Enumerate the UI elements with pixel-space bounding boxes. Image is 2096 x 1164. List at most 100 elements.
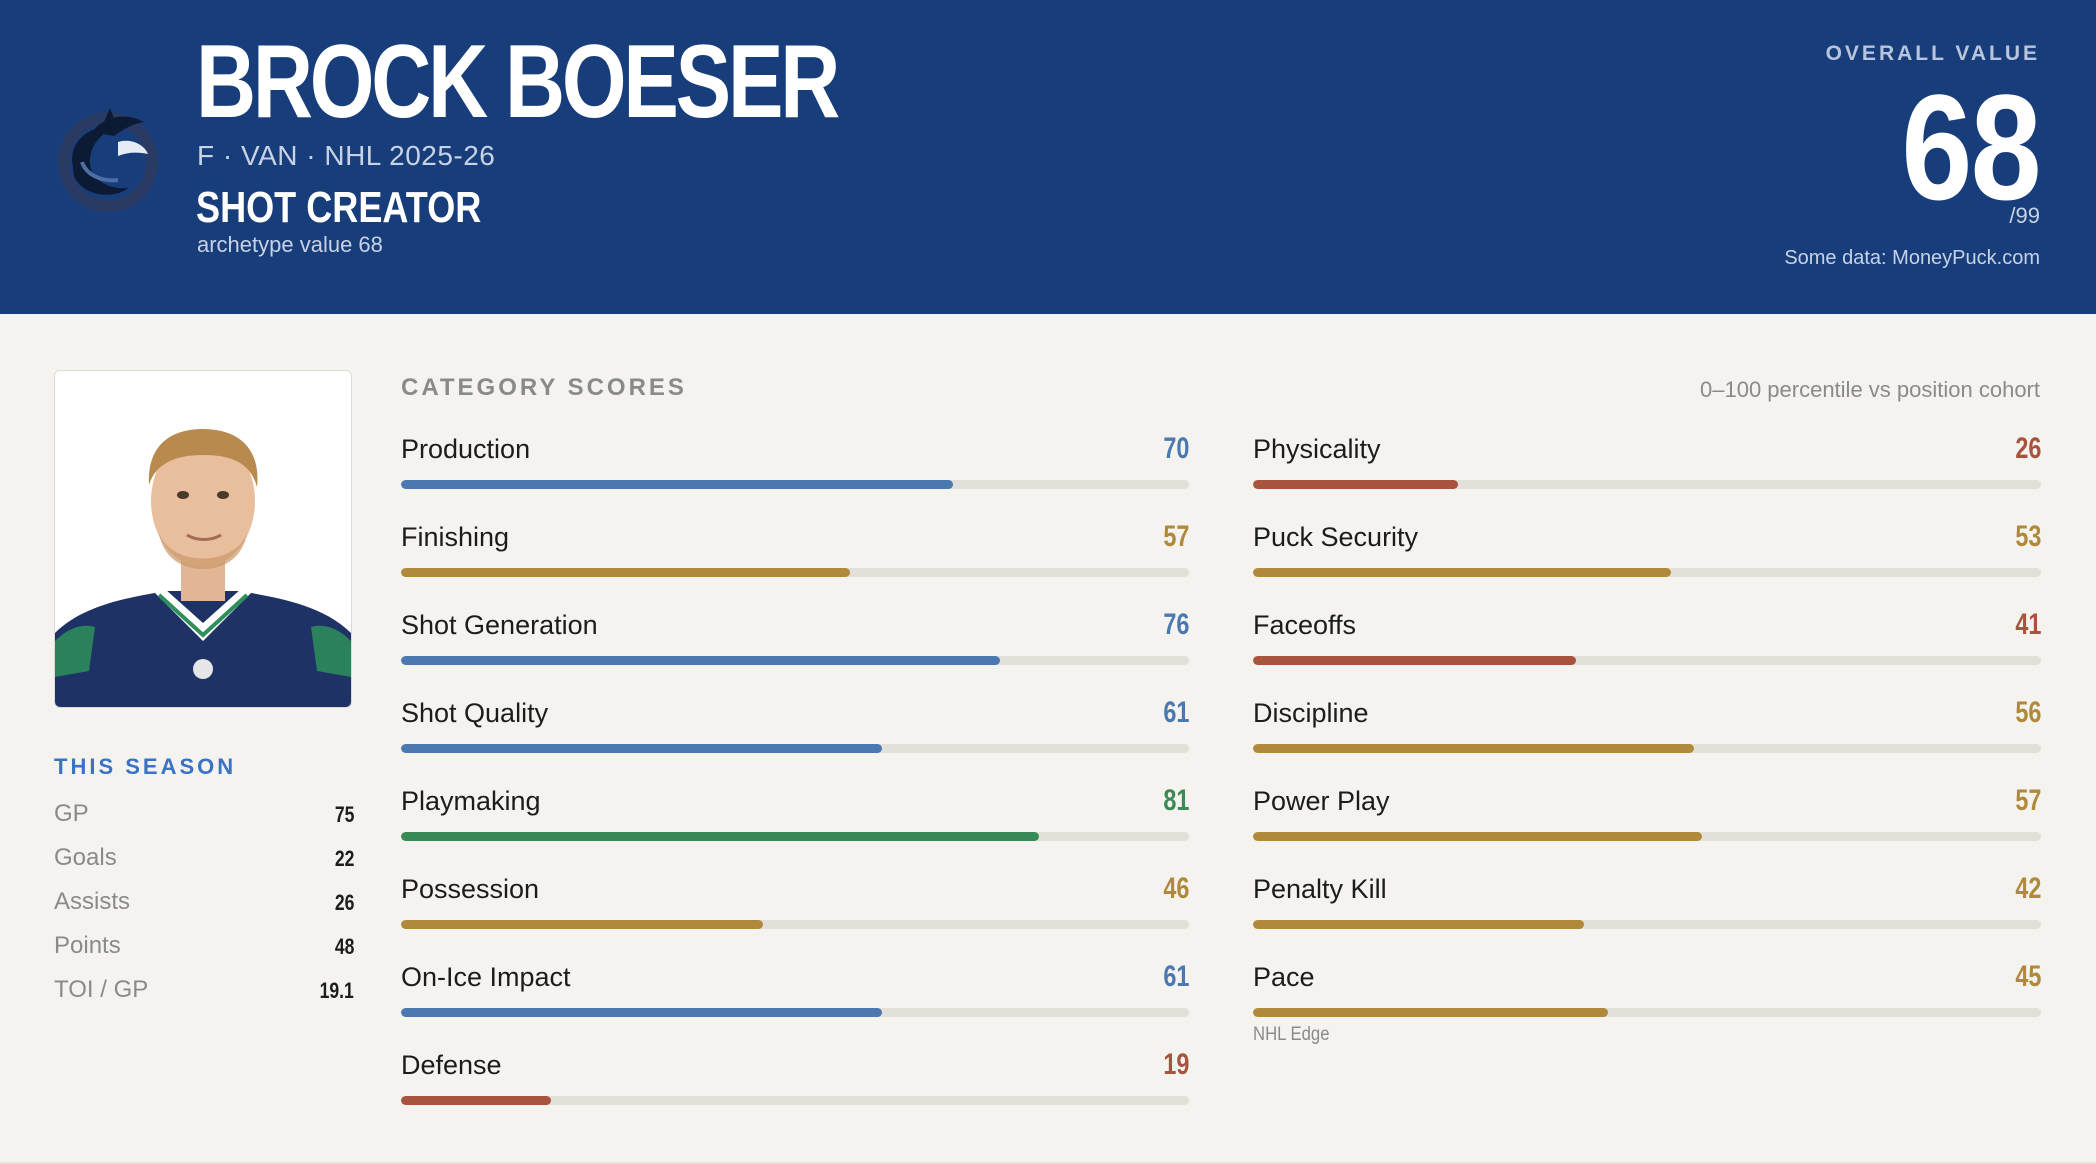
category-scores-note: 0–100 percentile vs position cohort [1700,377,2040,402]
stat-value: 75 [334,802,354,827]
category-bar-fill [1253,1008,1608,1017]
vancouver-orca-logo-icon [58,108,158,212]
category-label: Discipline [1253,698,1369,728]
archetype-value: archetype value 68 [197,232,383,257]
category-footnote: NHL Edge [1253,1024,1330,1045]
category-bar-fill [401,920,764,929]
category-label: Penalty Kill [1253,874,1387,904]
category-score: 56 [2014,696,2041,729]
category-score: 45 [2014,960,2041,993]
stat-row-goals: Goals 22 [54,840,354,884]
category-score: 53 [2014,520,2041,553]
category-score: 41 [2014,608,2041,641]
category-bar-track [401,1096,1189,1105]
stat-value: 26 [334,890,354,915]
category-row-playmaking: Playmaking 81 [401,782,1189,870]
category-row-discipline: Discipline 56 [1253,694,2041,782]
category-score: 61 [1162,696,1189,729]
category-bar-fill [1253,744,1695,753]
stat-label: Points [54,932,121,959]
category-score: 76 [1162,608,1189,641]
category-row-pace: Pace 45 NHL Edge [1253,958,2041,1046]
player-meta: F · VAN · NHL 2025-26 [197,140,496,171]
category-row-shot-quality: Shot Quality 61 [401,694,1189,782]
category-bar-track [1253,832,2041,841]
player-name: BROCK BOESER [196,24,840,140]
category-bar-track [401,1008,1189,1017]
stat-label: GP [54,800,89,827]
stat-row-assists: Assists 26 [54,884,354,928]
category-score: 19 [1162,1048,1189,1081]
category-bar-fill [1253,832,1703,841]
stat-row-gp: GP 75 [54,796,354,840]
stat-value: 22 [334,846,354,871]
category-label: Playmaking [401,786,541,816]
stat-value: 19.1 [319,978,354,1003]
category-row-possession: Possession 46 [401,870,1189,958]
category-label: Production [401,434,531,464]
category-row-penalty-kill: Penalty Kill 42 [1253,870,2041,958]
category-row-production: Production 70 [401,430,1189,518]
category-bar-fill [401,744,882,753]
category-bar-track [401,744,1189,753]
category-label: Shot Generation [401,610,598,640]
player-header: BROCK BOESER F · VAN · NHL 2025-26 SHOT … [0,0,2096,314]
category-row-defense: Defense 19 [401,1046,1189,1134]
category-bar-fill [1253,480,1458,489]
category-label: Faceoffs [1253,610,1357,640]
category-score: 81 [1162,784,1189,817]
archetype-name: SHOT CREATOR [196,183,482,232]
bottom-divider [0,1162,2096,1164]
category-bar-fill [1253,920,1584,929]
category-bar-track [401,832,1189,841]
overall-value-max: /99 [2009,203,2040,228]
category-bar-fill [401,568,851,577]
category-row-shot-generation: Shot Generation 76 [401,606,1189,694]
category-label: Possession [401,874,540,904]
category-row-finishing: Finishing 57 [401,518,1189,606]
category-score: 70 [1162,432,1189,465]
category-row-power-play: Power Play 57 [1253,782,2041,870]
season-stats-list: GP 75 Goals 22 Assists 26 Points 48 TOI … [54,796,354,1016]
category-bar-track [401,480,1189,489]
category-bar-fill [401,832,1040,841]
overall-value: 68 [1901,63,2042,231]
overall-value-label: OVERALL VALUE [1825,42,2040,65]
player-portrait-image [55,371,351,707]
category-bar-track [401,656,1189,665]
category-score: 57 [2014,784,2041,817]
category-bar-fill [1253,656,1577,665]
category-bar-track [1253,1008,2041,1017]
category-score: 42 [2014,872,2041,905]
category-row-on-ice-impact: On-Ice Impact 61 [401,958,1189,1046]
category-label: On-Ice Impact [401,962,571,992]
category-column-right: Physicality 26 Puck Security 53 Faceoffs 41 Di… [1253,430,2041,1046]
stat-label: Assists [54,888,131,915]
stat-label: Goals [54,844,117,871]
category-row-physicality: Physicality 26 [1253,430,2041,518]
category-bar-track [1253,656,2041,665]
stat-value: 48 [334,934,354,959]
category-label: Puck Security [1253,522,1419,552]
category-score: 46 [1162,872,1189,905]
category-label: Shot Quality [401,698,549,728]
category-label: Pace [1253,962,1315,992]
category-bar-track [401,920,1189,929]
category-bar-fill [401,480,953,489]
category-row-faceoffs: Faceoffs 41 [1253,606,2041,694]
player-photo [54,370,352,708]
category-bar-track [1253,568,2041,577]
category-label: Finishing [401,522,510,552]
category-label: Physicality [1253,434,1381,464]
category-score: 61 [1162,960,1189,993]
category-label: Power Play [1253,786,1390,816]
category-row-puck-security: Puck Security 53 [1253,518,2041,606]
category-label: Defense [401,1050,502,1080]
category-bar-fill [1253,568,1671,577]
category-bar-track [401,568,1189,577]
this-season-title: THIS SEASON [54,754,237,779]
category-bar-fill [401,1096,551,1105]
category-score: 26 [2014,432,2041,465]
stat-label: TOI / GP [54,976,149,1003]
stat-row-points: Points 48 [54,928,354,972]
